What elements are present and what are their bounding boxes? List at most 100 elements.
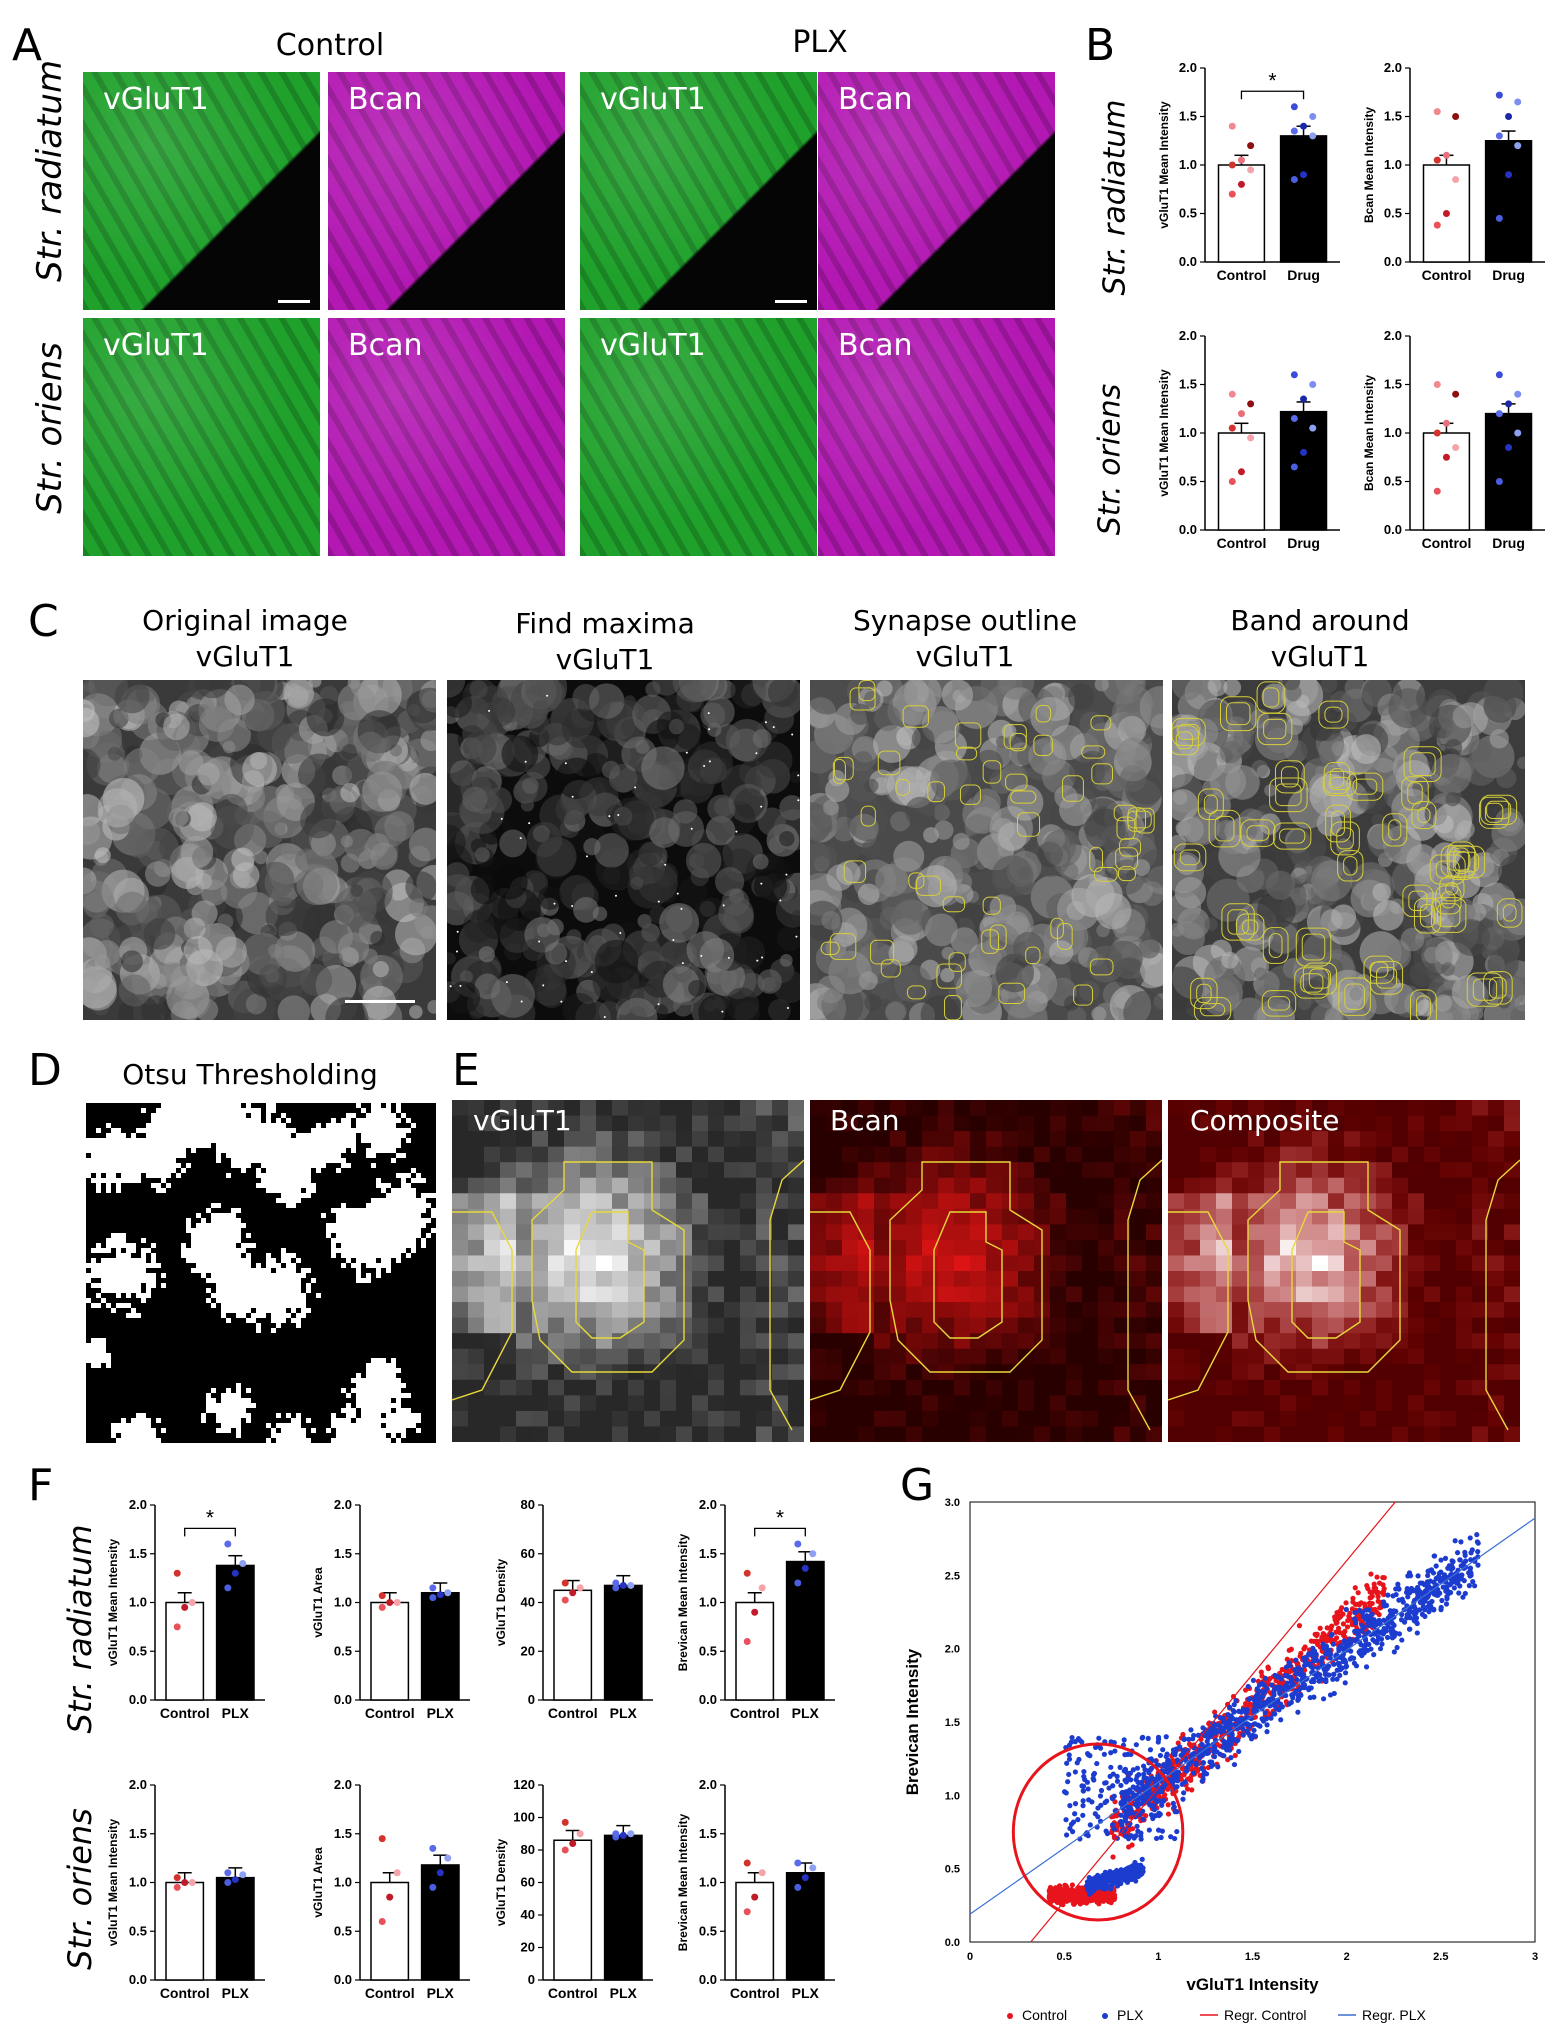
chart-b2: 0.0 0.5 1.0 1.5 2.0 Bcan Mean Intensity Contro… <box>1362 60 1545 283</box>
chart-g-scatter: 0 0.5 1 1.5 2 2.5 3 0.0 0.5 1.0 1.5 2.0 2.5 3.0 vGluT1… <box>903 1497 1538 2023</box>
y-axis-label: vGluT1 Density <box>494 1558 508 1646</box>
y-tick-label: 2.0 <box>1179 328 1197 343</box>
panel-b-row-radiatum: Str. radiatum <box>1097 99 1133 296</box>
pixel-grid <box>1168 1100 1520 1442</box>
y-tick-label: 0.5 <box>334 1923 352 1938</box>
panel-f-row-radiatum: Str. radiatum <box>61 1524 99 1734</box>
y-tick-label: 20 <box>521 1940 535 1955</box>
threshold-pixels <box>86 1103 436 1443</box>
bar-plx <box>785 1560 825 1701</box>
y-tick-label: 40 <box>521 1595 535 1610</box>
significance-bracket <box>754 1527 806 1537</box>
y-axis-label: Brevican Intensity <box>903 1648 922 1795</box>
y-tick-label: 2.0 <box>129 1777 147 1792</box>
significance-star: * <box>206 1506 214 1529</box>
data-point <box>1495 132 1503 140</box>
panel-a-micrograph-2: Bcan <box>328 72 565 310</box>
data-point <box>1290 103 1298 111</box>
x-tick-label: 2 <box>1344 1951 1350 1963</box>
pixel-grid <box>810 1100 1162 1442</box>
image-texture <box>1172 680 1525 1020</box>
data-point <box>1505 113 1513 120</box>
data-point <box>743 1569 751 1577</box>
data-point <box>1442 151 1450 159</box>
panel-c-synapse-outline-image <box>810 680 1163 1020</box>
data-point <box>1452 176 1460 184</box>
x-tick-label: PLX <box>610 1705 638 1721</box>
data-point <box>1228 424 1236 432</box>
y-tick-label: 1.5 <box>1179 109 1197 124</box>
panel-f-row-oriens: Str. oriens <box>61 1808 99 1970</box>
y-tick-label: 0.5 <box>129 1923 147 1938</box>
y-tick-label: 1.0 <box>129 1595 147 1610</box>
bar-control <box>553 1839 593 1981</box>
chart-f5: 0.0 0.5 1.0 1.5 2.0 vGluT1 Mean Intensity Cont… <box>106 1777 265 2001</box>
regression-line-plx <box>969 1517 1536 1915</box>
data-point <box>188 1879 196 1886</box>
x-tick-label: PLX <box>222 1985 250 2001</box>
legend-label: Regr. PLX <box>1362 2007 1426 2023</box>
panel-a-row-radiatum: Str. radiatum <box>30 59 70 282</box>
data-point <box>1290 414 1298 422</box>
y-tick-label: 1.0 <box>1384 157 1402 172</box>
data-point <box>619 1581 627 1589</box>
data-point <box>1247 400 1255 408</box>
y-tick-label: 1.0 <box>945 1790 960 1802</box>
bar-control <box>1422 432 1471 531</box>
x-tick-label: Drug <box>1492 535 1525 551</box>
data-point <box>1514 390 1522 398</box>
y-tick-label: 1.5 <box>699 1826 717 1841</box>
panel-a-micrograph-label: Bcan <box>348 82 423 117</box>
data-point <box>231 1569 239 1577</box>
y-tick-label: 40 <box>521 1907 535 1922</box>
panel-a-col-control: Control <box>275 28 385 63</box>
data-point <box>569 1589 577 1597</box>
panel-a-micrograph-label: vGluT1 <box>103 328 209 363</box>
y-tick-label: 0.0 <box>334 1972 352 1987</box>
x-tick-label: Control <box>730 1985 780 2001</box>
panel-a-row-oriens: Str. oriens <box>30 342 70 514</box>
data-point <box>1495 410 1503 418</box>
data-point <box>188 1599 196 1606</box>
x-tick-label: 3 <box>1532 1951 1538 1963</box>
panel-c-band-around-image <box>1172 680 1525 1020</box>
data-point <box>1247 166 1255 174</box>
data-point <box>1309 381 1317 388</box>
y-tick-label: 0.0 <box>1179 254 1197 269</box>
y-tick-label: 1.5 <box>334 1826 352 1841</box>
chart-f3: 0 20 40 60 80 vGluT1 Density Control PLX <box>494 1497 653 1721</box>
x-tick-label: Drug <box>1492 267 1525 283</box>
data-point <box>1452 444 1460 452</box>
data-point <box>1433 381 1441 388</box>
data-point <box>1433 221 1441 229</box>
panel-c-original-image <box>83 680 436 1020</box>
data-point <box>1495 214 1503 222</box>
data-point <box>1237 410 1245 418</box>
panel-c-title-1: Original image vGluT1 <box>142 604 348 673</box>
chart-f7: 0 20 40 60 80 100 120 vGluT1 Density Control PLX <box>494 1777 653 2001</box>
data-point <box>429 1594 437 1602</box>
data-point <box>561 1579 569 1587</box>
data-point <box>1433 487 1441 495</box>
y-axis-label: vGluT1 Mean Intensity <box>1157 369 1171 497</box>
data-point <box>576 1830 584 1838</box>
y-tick-label: 2.5 <box>945 1570 960 1582</box>
legend-marker <box>1102 2013 1108 2019</box>
data-point <box>1505 171 1513 179</box>
data-point <box>181 1603 189 1611</box>
y-tick-label: 80 <box>521 1497 535 1512</box>
data-point <box>1290 176 1298 184</box>
data-point <box>1228 122 1236 130</box>
data-point <box>612 1584 620 1592</box>
data-point <box>378 1918 386 1925</box>
data-point <box>1309 113 1317 120</box>
data-point <box>378 1835 386 1843</box>
data-point <box>1452 390 1460 398</box>
chart-f6: 0.0 0.5 1.0 1.5 2.0 vGluT1 Area Control PLX <box>311 1777 470 2001</box>
data-point <box>794 1883 802 1891</box>
panel-a-micrograph-label: vGluT1 <box>103 82 209 117</box>
y-tick-label: 2.0 <box>1384 60 1402 75</box>
data-point <box>1433 156 1441 164</box>
data-point <box>1514 429 1522 437</box>
data-point <box>1309 424 1317 432</box>
